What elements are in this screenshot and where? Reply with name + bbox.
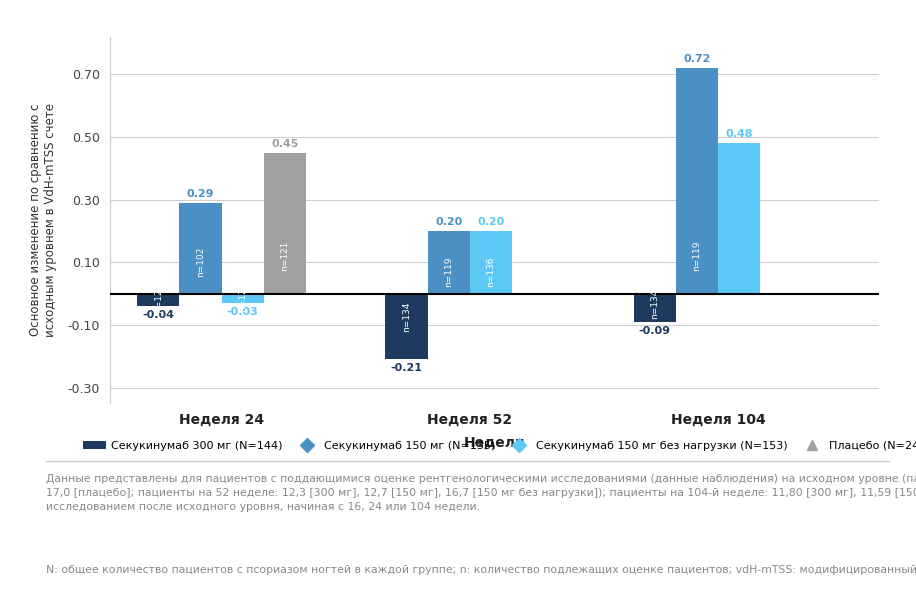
Text: 0.20: 0.20 [477, 217, 505, 227]
Text: n=124: n=124 [238, 282, 247, 312]
Text: n=128: n=128 [154, 283, 163, 313]
Bar [264, 153, 306, 294]
Bar [718, 143, 760, 294]
Text: 0.72: 0.72 [683, 54, 711, 64]
Text: 0.48: 0.48 [725, 129, 753, 139]
Bar [428, 231, 470, 294]
Bar [386, 294, 428, 359]
Text: Данные представлены для пациентов с поддающимися оценке рентгенологическими иссл: Данные представлены для пациентов с подд… [46, 474, 916, 511]
Legend: Секукинумаб 300 мг (N=144), Секукинумаб 150 мг (N=135), Секукинумаб 150 мг без н: Секукинумаб 300 мг (N=144), Секукинумаб … [79, 436, 916, 455]
Text: -0.04: -0.04 [142, 310, 174, 320]
Text: 0.20: 0.20 [435, 217, 463, 227]
Y-axis label: Основное изменение по сравнению с
исходным уровнем в VdH-mTSS счете: Основное изменение по сравнению с исходн… [28, 103, 57, 337]
Text: -0.03: -0.03 [227, 307, 258, 317]
Bar [180, 203, 222, 294]
Text: -0.09: -0.09 [638, 326, 671, 336]
Text: n=119: n=119 [444, 257, 453, 287]
Text: n=102: n=102 [196, 247, 205, 277]
X-axis label: Недели: Недели [463, 435, 526, 449]
Text: n=121: n=121 [280, 241, 289, 271]
Text: -0.21: -0.21 [390, 364, 422, 373]
Text: 0.29: 0.29 [187, 189, 214, 199]
Text: n=134: n=134 [650, 288, 660, 319]
Bar [634, 294, 676, 322]
Text: n=136: n=136 [486, 257, 496, 287]
Bar [470, 231, 512, 294]
Bar [137, 294, 180, 306]
Text: n=134: n=134 [402, 301, 411, 332]
Text: 0.45: 0.45 [271, 139, 299, 148]
Bar [222, 294, 264, 303]
Bar [676, 68, 718, 294]
Text: N: общее количество пациентов с псориазом ногтей в каждой группе; n: количество : N: общее количество пациентов с псориазо… [46, 565, 916, 575]
Text: n=119: n=119 [692, 241, 702, 271]
